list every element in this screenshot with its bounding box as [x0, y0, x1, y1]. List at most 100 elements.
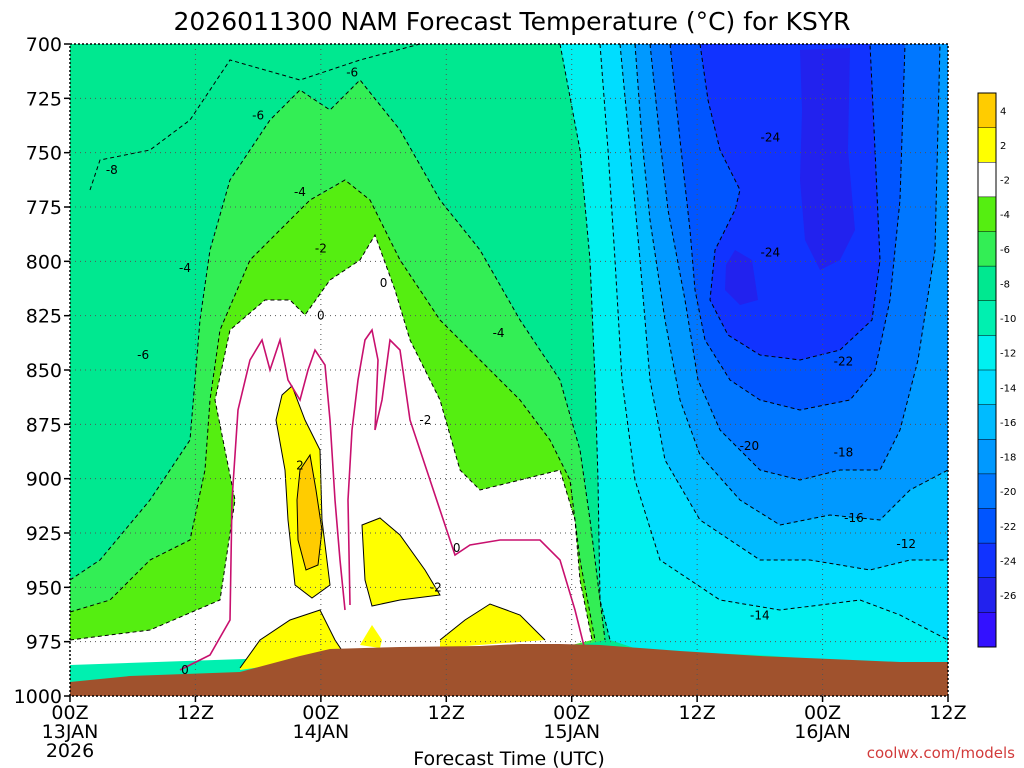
x-tick-date: 16JAN — [794, 721, 851, 743]
contour-label: 0 — [453, 541, 461, 555]
band-minus-2 — [70, 235, 592, 665]
colorbar-swatch — [978, 266, 996, 302]
y-tick-label: 925 — [26, 523, 62, 545]
colorbar-swatch — [978, 473, 996, 509]
credit-link[interactable]: coolwx.com/models — [867, 744, 1015, 762]
colorbar-label: -4 — [1000, 210, 1010, 221]
contour-label: 0 — [380, 276, 388, 290]
y-axis: 700 725 750 775 800 825 850 875 900 925 950 975 1000 — [14, 34, 70, 708]
y-tick-label: 950 — [26, 577, 62, 599]
contour-label: -24 — [761, 130, 781, 144]
dashed-contours — [70, 44, 948, 641]
band-plus-4-core — [297, 455, 322, 570]
colorbar-label: 4 — [1000, 106, 1006, 117]
colorbar-swatch — [978, 439, 996, 475]
x-axis-label: Forecast Time (UTC) — [413, 748, 604, 768]
colorbar-swatch — [978, 162, 996, 198]
colorbar-label: -18 — [1000, 453, 1016, 464]
x-tick-label: 12Z — [679, 702, 716, 724]
x-tick-label: 00Z — [804, 702, 841, 724]
contour-label: 0 — [317, 309, 325, 323]
colorbar-swatch — [978, 508, 996, 544]
colorbar-swatch — [978, 93, 996, 128]
freezing-line — [179, 328, 586, 671]
contour-label: -6 — [346, 65, 358, 79]
y-tick-label: 725 — [26, 88, 62, 110]
contour-label: -4 — [294, 185, 306, 199]
colorbar-swatch — [978, 404, 996, 440]
contour-label: -6 — [137, 348, 149, 362]
colorbar-swatch — [978, 127, 996, 163]
colorbar-label: -16 — [1000, 418, 1016, 429]
colorbar-label: -20 — [1000, 487, 1016, 498]
x-tick-date: 14JAN — [293, 721, 350, 743]
chart-title: 2026011300 NAM Forecast Temperature (°C)… — [173, 7, 850, 36]
colorbar-swatch — [978, 370, 996, 405]
contour-label: -2 — [419, 413, 431, 427]
colorbar-label: -2 — [1000, 176, 1010, 187]
contour-label: 0 — [181, 663, 189, 677]
colorbar-swatch — [978, 612, 996, 648]
band-plus-2-low2 — [360, 625, 382, 648]
colorbar-swatch — [978, 231, 996, 267]
contour-label: -8 — [106, 163, 118, 177]
contour-label: -14 — [750, 609, 770, 623]
temperature-field — [70, 44, 948, 696]
contour-label: -22 — [834, 354, 854, 368]
gridlines — [70, 44, 948, 696]
colorbar-label: -12 — [1000, 349, 1016, 360]
y-tick-label: 700 — [26, 34, 62, 56]
x-tick-label: 00Z — [302, 702, 339, 724]
colorbar-label: -8 — [1000, 279, 1010, 290]
y-tick-label: 975 — [26, 632, 62, 654]
terrain — [70, 644, 948, 696]
colorbar-swatch — [978, 543, 996, 579]
contour-label: -20 — [740, 439, 760, 453]
y-tick-label: 825 — [26, 306, 62, 328]
colorbar-label: -6 — [1000, 245, 1010, 256]
x-tick-date: 13JAN — [42, 721, 99, 743]
colorbar-label: 2 — [1000, 141, 1006, 152]
x-tick-label: 00Z — [553, 702, 590, 724]
solid-contours — [239, 385, 546, 669]
contour-label: -18 — [834, 446, 854, 460]
colorbar-label: -22 — [1000, 522, 1016, 533]
y-tick-label: 775 — [26, 197, 62, 219]
contour-label: -16 — [844, 511, 864, 525]
x-tick-label: 12Z — [177, 702, 214, 724]
contour-label: -2 — [430, 580, 442, 594]
y-tick-label: 850 — [26, 360, 62, 382]
contour-label: -24 — [761, 246, 781, 260]
y-tick-label: 900 — [26, 469, 62, 491]
x-tick-date: 15JAN — [543, 721, 600, 743]
contour-label: -12 — [896, 537, 916, 551]
contour-label: 2 — [296, 459, 304, 473]
y-tick-label: 800 — [26, 251, 62, 273]
colorbar-label: -26 — [1000, 591, 1016, 602]
colorbar-label: -10 — [1000, 314, 1016, 325]
colorbar-label: -24 — [1000, 556, 1016, 567]
contour-label: -2 — [315, 241, 327, 255]
y-tick-label: 750 — [26, 143, 62, 165]
contour-labels: -8-6-4-6-4-6-200-4-220-20-24-24-22-20 -18… — [106, 65, 916, 677]
x-tick-year: 2026 — [46, 740, 94, 762]
colorbar-swatch — [978, 196, 996, 232]
band-minus-26 — [800, 48, 855, 270]
x-tick-label: 12Z — [929, 702, 966, 724]
contour-label: -4 — [179, 261, 191, 275]
contour-label: -6 — [252, 109, 264, 123]
band-minus-26-b — [725, 250, 758, 305]
colorbar-swatch — [978, 335, 996, 371]
colorbar-label: -14 — [1000, 383, 1016, 394]
x-tick-label: 12Z — [428, 702, 465, 724]
y-tick-label: 875 — [26, 414, 62, 436]
contour-label: -4 — [493, 326, 505, 340]
x-tick-label: 00Z — [51, 702, 88, 724]
colorbar: 4 2 -2 -4 -6 -8 -10 -12 -14 -16 -18 -20 -22 -24 -26 — [977, 92, 1016, 648]
y-tick-label: 1000 — [14, 686, 62, 708]
colorbar-swatch — [978, 300, 996, 336]
band-plus-2-mid — [362, 518, 440, 606]
colorbar-swatch — [978, 577, 996, 613]
